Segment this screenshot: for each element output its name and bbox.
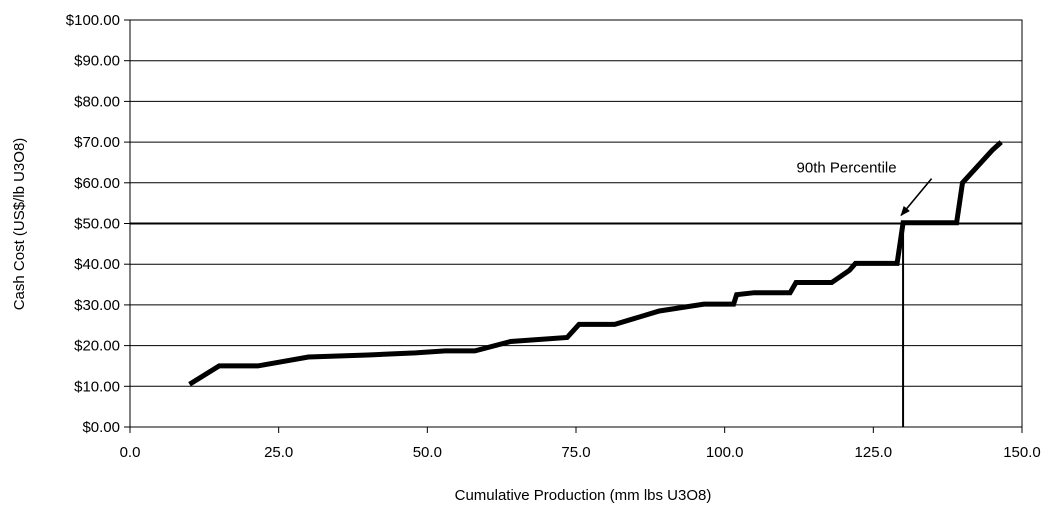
x-tick-label: 125.0	[855, 444, 893, 461]
annotation-label: 90th Percentile	[797, 160, 897, 177]
x-tick-label: 25.0	[264, 444, 293, 461]
annotation-arrow	[900, 178, 933, 217]
tick-label-layer: $0.00 $10.00 $20.00 $30.00 $40.00 $50.00 $60.0…	[66, 12, 1041, 461]
y-tick-label: $60.00	[74, 175, 120, 192]
x-tick-label: 50.0	[413, 444, 442, 461]
series-line	[188, 140, 1003, 387]
x-tick-label: 75.0	[561, 444, 590, 461]
x-tick-label: 100.0	[706, 444, 744, 461]
y-tick-label: $80.00	[74, 93, 120, 110]
x-axis-title: Cumulative Production (mm lbs U3O8)	[455, 487, 712, 504]
x-tick-label: 150.0	[1003, 444, 1041, 461]
y-tick-label: $50.00	[74, 216, 120, 233]
y-tick-label: $90.00	[74, 53, 120, 70]
y-tick-label: $70.00	[74, 134, 120, 151]
y-tick-label: $0.00	[82, 419, 120, 436]
y-tick-label: $40.00	[74, 256, 120, 273]
x-tick-label: 0.0	[120, 444, 141, 461]
y-tick-label: $20.00	[74, 338, 120, 355]
y-tick-label: $10.00	[74, 378, 120, 395]
y-tick-label: $30.00	[74, 297, 120, 314]
series-layer	[188, 140, 1003, 387]
y-tick-label: $100.00	[66, 12, 120, 29]
axes-layer	[124, 19, 1023, 433]
annotation-layer: 90th Percentile	[797, 160, 933, 217]
y-axis-title: Cash Cost (US$/lb U3O8)	[11, 138, 28, 311]
